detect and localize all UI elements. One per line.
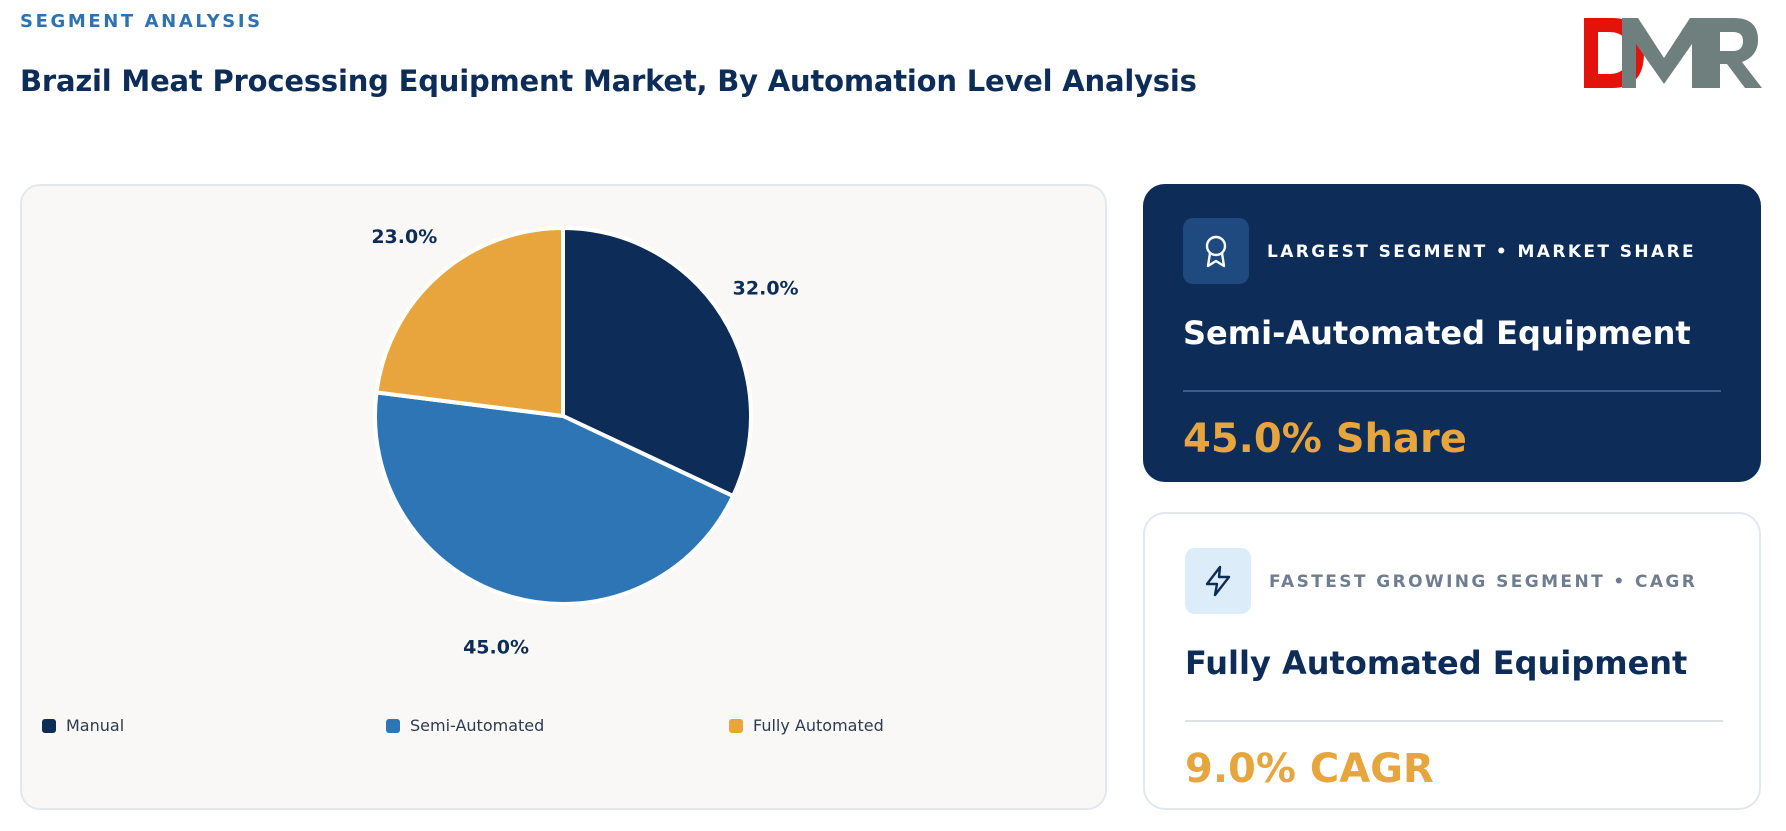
legend-item-semi-automated: Semi-Automated bbox=[386, 716, 544, 735]
lightning-icon bbox=[1185, 548, 1251, 614]
pie-chart-card: 32.0% 45.0% 23.0% Manual Semi-Automated Full… bbox=[20, 184, 1107, 810]
legend-item-manual: Manual bbox=[42, 716, 124, 735]
award-icon bbox=[1183, 218, 1249, 284]
largest-segment-card: LARGEST SEGMENT • MARKET SHARE Semi-Auto… bbox=[1143, 184, 1761, 482]
fastest-growing-card: FASTEST GROWING SEGMENT • CAGR Fully Aut… bbox=[1143, 512, 1761, 810]
legend-label: Manual bbox=[66, 716, 125, 735]
fastest-growing-label: FASTEST GROWING SEGMENT • CAGR bbox=[1269, 572, 1698, 592]
fastest-growing-value: 9.0% CAGR bbox=[1185, 746, 1434, 792]
pie-slice-manual bbox=[561, 225, 753, 499]
divider bbox=[1183, 390, 1721, 392]
logo-letter-r bbox=[1706, 18, 1762, 88]
divider bbox=[1185, 720, 1723, 722]
pie-label-manual: 32.0% bbox=[733, 277, 799, 299]
largest-segment-label: LARGEST SEGMENT • MARKET SHARE bbox=[1267, 242, 1697, 262]
pie-label-semi-automated: 45.0% bbox=[463, 636, 529, 658]
logo-letter-m bbox=[1622, 18, 1706, 88]
largest-segment-name: Semi-Automated Equipment bbox=[1183, 314, 1691, 352]
legend-item-fully-automated: Fully Automated bbox=[729, 716, 884, 735]
legend-swatch bbox=[42, 718, 56, 733]
pie-chart: 32.0% 45.0% 23.0% bbox=[371, 225, 799, 658]
dmr-logo bbox=[1584, 18, 1762, 88]
page-title: Brazil Meat Processing Equipment Market,… bbox=[20, 64, 1197, 98]
pie-slice-semi-automated bbox=[373, 390, 736, 606]
section-eyebrow: SEGMENT ANALYSIS bbox=[20, 11, 263, 32]
legend-swatch bbox=[729, 718, 743, 733]
pie-slice-fully-automated bbox=[374, 225, 565, 419]
largest-segment-value: 45.0% Share bbox=[1183, 416, 1467, 462]
legend-label: Semi-Automated bbox=[410, 716, 545, 735]
legend-swatch bbox=[386, 718, 400, 733]
pie-label-fully-automated: 23.0% bbox=[371, 226, 437, 248]
legend-label: Fully Automated bbox=[753, 716, 884, 735]
fastest-growing-name: Fully Automated Equipment bbox=[1185, 644, 1688, 682]
